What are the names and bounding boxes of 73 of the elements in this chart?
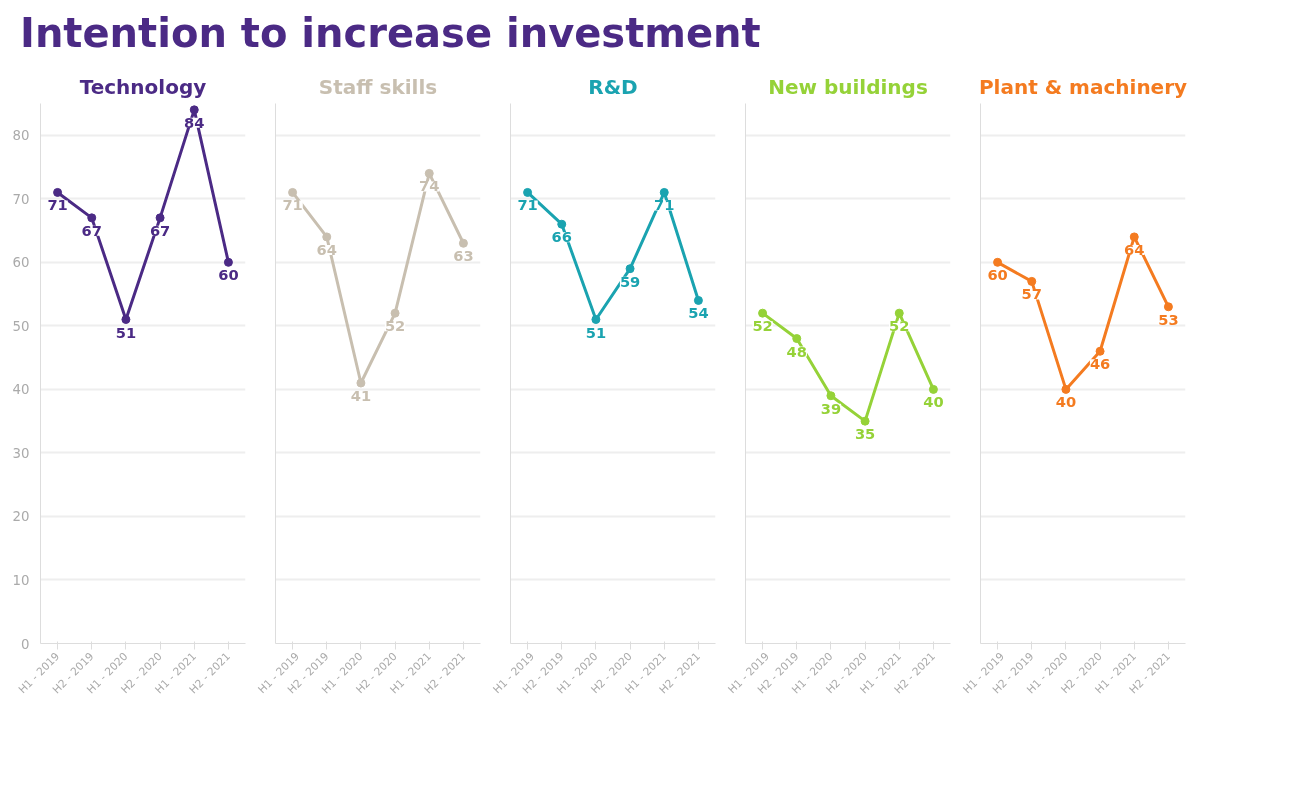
point <box>53 188 63 198</box>
point <box>860 416 870 426</box>
point <box>826 391 836 401</box>
data-label: 66 <box>551 228 572 246</box>
series-label: Technology <box>79 74 207 99</box>
data-label: 84 <box>184 113 205 131</box>
data-label: 51 <box>585 323 607 341</box>
data-label: 35 <box>854 425 876 443</box>
data-label: 59 <box>619 272 641 290</box>
point <box>1129 232 1139 242</box>
data-label: 41 <box>350 387 372 405</box>
point <box>894 308 904 318</box>
data-label: 40 <box>923 393 944 411</box>
y-tick-label: 60 <box>12 255 30 271</box>
y-tick-label: 70 <box>12 191 30 207</box>
data-label: 60 <box>987 266 1008 284</box>
y-tick-label: 0 <box>21 636 30 652</box>
data-label: 52 <box>752 317 773 335</box>
text: New buildings <box>768 74 928 99</box>
point <box>792 334 802 344</box>
point <box>625 264 635 274</box>
y-tick-label: 20 <box>12 509 30 525</box>
point <box>288 188 298 198</box>
point <box>223 257 233 267</box>
point <box>993 257 1003 267</box>
point <box>557 219 567 229</box>
point <box>1027 277 1037 287</box>
point <box>356 378 366 388</box>
data-label: 63 <box>453 247 474 265</box>
data-label: 71 <box>654 196 675 214</box>
data-label: 46 <box>1089 355 1111 373</box>
y-tick-label: 40 <box>12 382 30 398</box>
data-label: 71 <box>47 196 68 214</box>
data-label: 52 <box>384 317 406 335</box>
y-tick-label: 80 <box>12 128 30 144</box>
point <box>1095 346 1105 356</box>
point <box>322 232 332 242</box>
data-label: 54 <box>688 304 709 322</box>
data-label: 52 <box>889 317 910 335</box>
point <box>1163 302 1173 312</box>
point <box>693 296 703 306</box>
data-label: 64 <box>316 241 337 259</box>
data-label: 67 <box>81 221 102 239</box>
data-label: 74 <box>419 177 440 195</box>
point <box>121 315 131 325</box>
data-label: 39 <box>820 399 842 417</box>
data-label: 71 <box>282 196 303 214</box>
data-label: 64 <box>1124 241 1145 259</box>
point <box>189 105 199 115</box>
point <box>155 213 165 223</box>
point <box>928 385 938 395</box>
data-label: 51 <box>115 323 137 341</box>
data-label: 67 <box>149 221 171 239</box>
point <box>523 188 533 198</box>
data-label: 71 <box>517 196 538 214</box>
y-tick-label: 30 <box>12 446 30 462</box>
data-label: 40 <box>1055 393 1077 411</box>
data-label: 60 <box>218 266 239 284</box>
data-label: 48 <box>786 342 807 360</box>
point <box>458 238 468 248</box>
data-label: 53 <box>1158 310 1179 328</box>
text: Plant & machinery <box>978 74 1188 99</box>
text: Staff skills <box>318 74 438 99</box>
point <box>390 308 400 318</box>
point <box>591 315 601 325</box>
text: Intention to increase investment <box>20 9 761 58</box>
text: R&D <box>588 74 638 99</box>
y-tick-label: 10 <box>12 573 30 589</box>
point <box>87 213 97 223</box>
data-label: 57 <box>1021 285 1042 303</box>
point <box>1061 385 1071 395</box>
point <box>758 308 768 318</box>
y-tick-label: 50 <box>12 318 30 334</box>
